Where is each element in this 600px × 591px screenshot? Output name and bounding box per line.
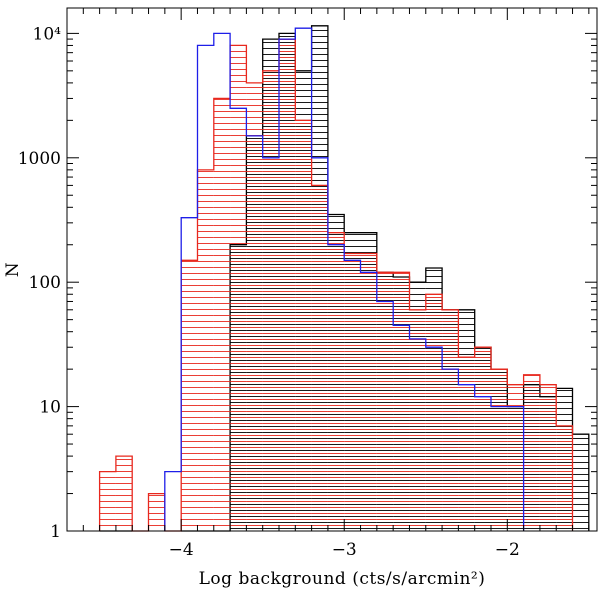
histogram-bar xyxy=(556,425,573,531)
tick-labels: −4 −3 −2 1 10 100 1000 10⁴ xyxy=(18,24,520,560)
histogram-bar xyxy=(507,384,524,531)
series-outline xyxy=(164,27,525,531)
histogram-bar xyxy=(409,309,426,531)
histogram-bar xyxy=(442,309,459,531)
y-tick-label: 10⁴ xyxy=(33,24,62,44)
x-axis-label: Log background (cts/s/arcmin²) xyxy=(199,569,486,589)
y-tick-label: 1 xyxy=(50,522,61,542)
histogram-bar xyxy=(181,260,198,531)
y-axis-label: N xyxy=(3,262,23,277)
histogram-bar xyxy=(539,384,557,531)
y-tick-label: 1000 xyxy=(18,149,61,169)
histogram-bar xyxy=(213,98,231,531)
series-2 xyxy=(164,27,525,531)
plot-frame xyxy=(66,7,598,532)
histogram-bar xyxy=(197,169,214,531)
histogram-bar xyxy=(572,434,589,531)
histogram-bar xyxy=(99,471,116,531)
y-tick-label: 100 xyxy=(29,273,61,293)
histogram-bar xyxy=(458,357,475,531)
histogram-bar xyxy=(491,369,508,531)
axis-ticks xyxy=(66,8,597,532)
plot-border xyxy=(66,7,598,532)
histogram-bar xyxy=(311,185,328,531)
histogram-bar xyxy=(474,347,491,531)
series-1 xyxy=(98,38,574,532)
x-tick-label: −3 xyxy=(332,540,357,560)
histogram-bar xyxy=(230,45,247,531)
histogram-bar xyxy=(165,472,181,531)
x-tick-label: −2 xyxy=(495,540,520,560)
histogram-bar xyxy=(115,456,133,531)
x-tick-label: −4 xyxy=(169,540,194,560)
histogram-bar xyxy=(327,232,345,531)
histogram-bar xyxy=(279,39,296,531)
histogram-bar xyxy=(148,493,165,531)
histogram-bar xyxy=(523,374,540,531)
histogram-bar xyxy=(344,253,377,531)
histogram-bar xyxy=(246,82,263,531)
histogram-bar xyxy=(262,70,279,531)
histogram-bars xyxy=(98,25,590,532)
y-tick-label: 10 xyxy=(39,398,61,418)
histogram-bar xyxy=(295,120,312,531)
histogram-bar xyxy=(425,294,443,531)
